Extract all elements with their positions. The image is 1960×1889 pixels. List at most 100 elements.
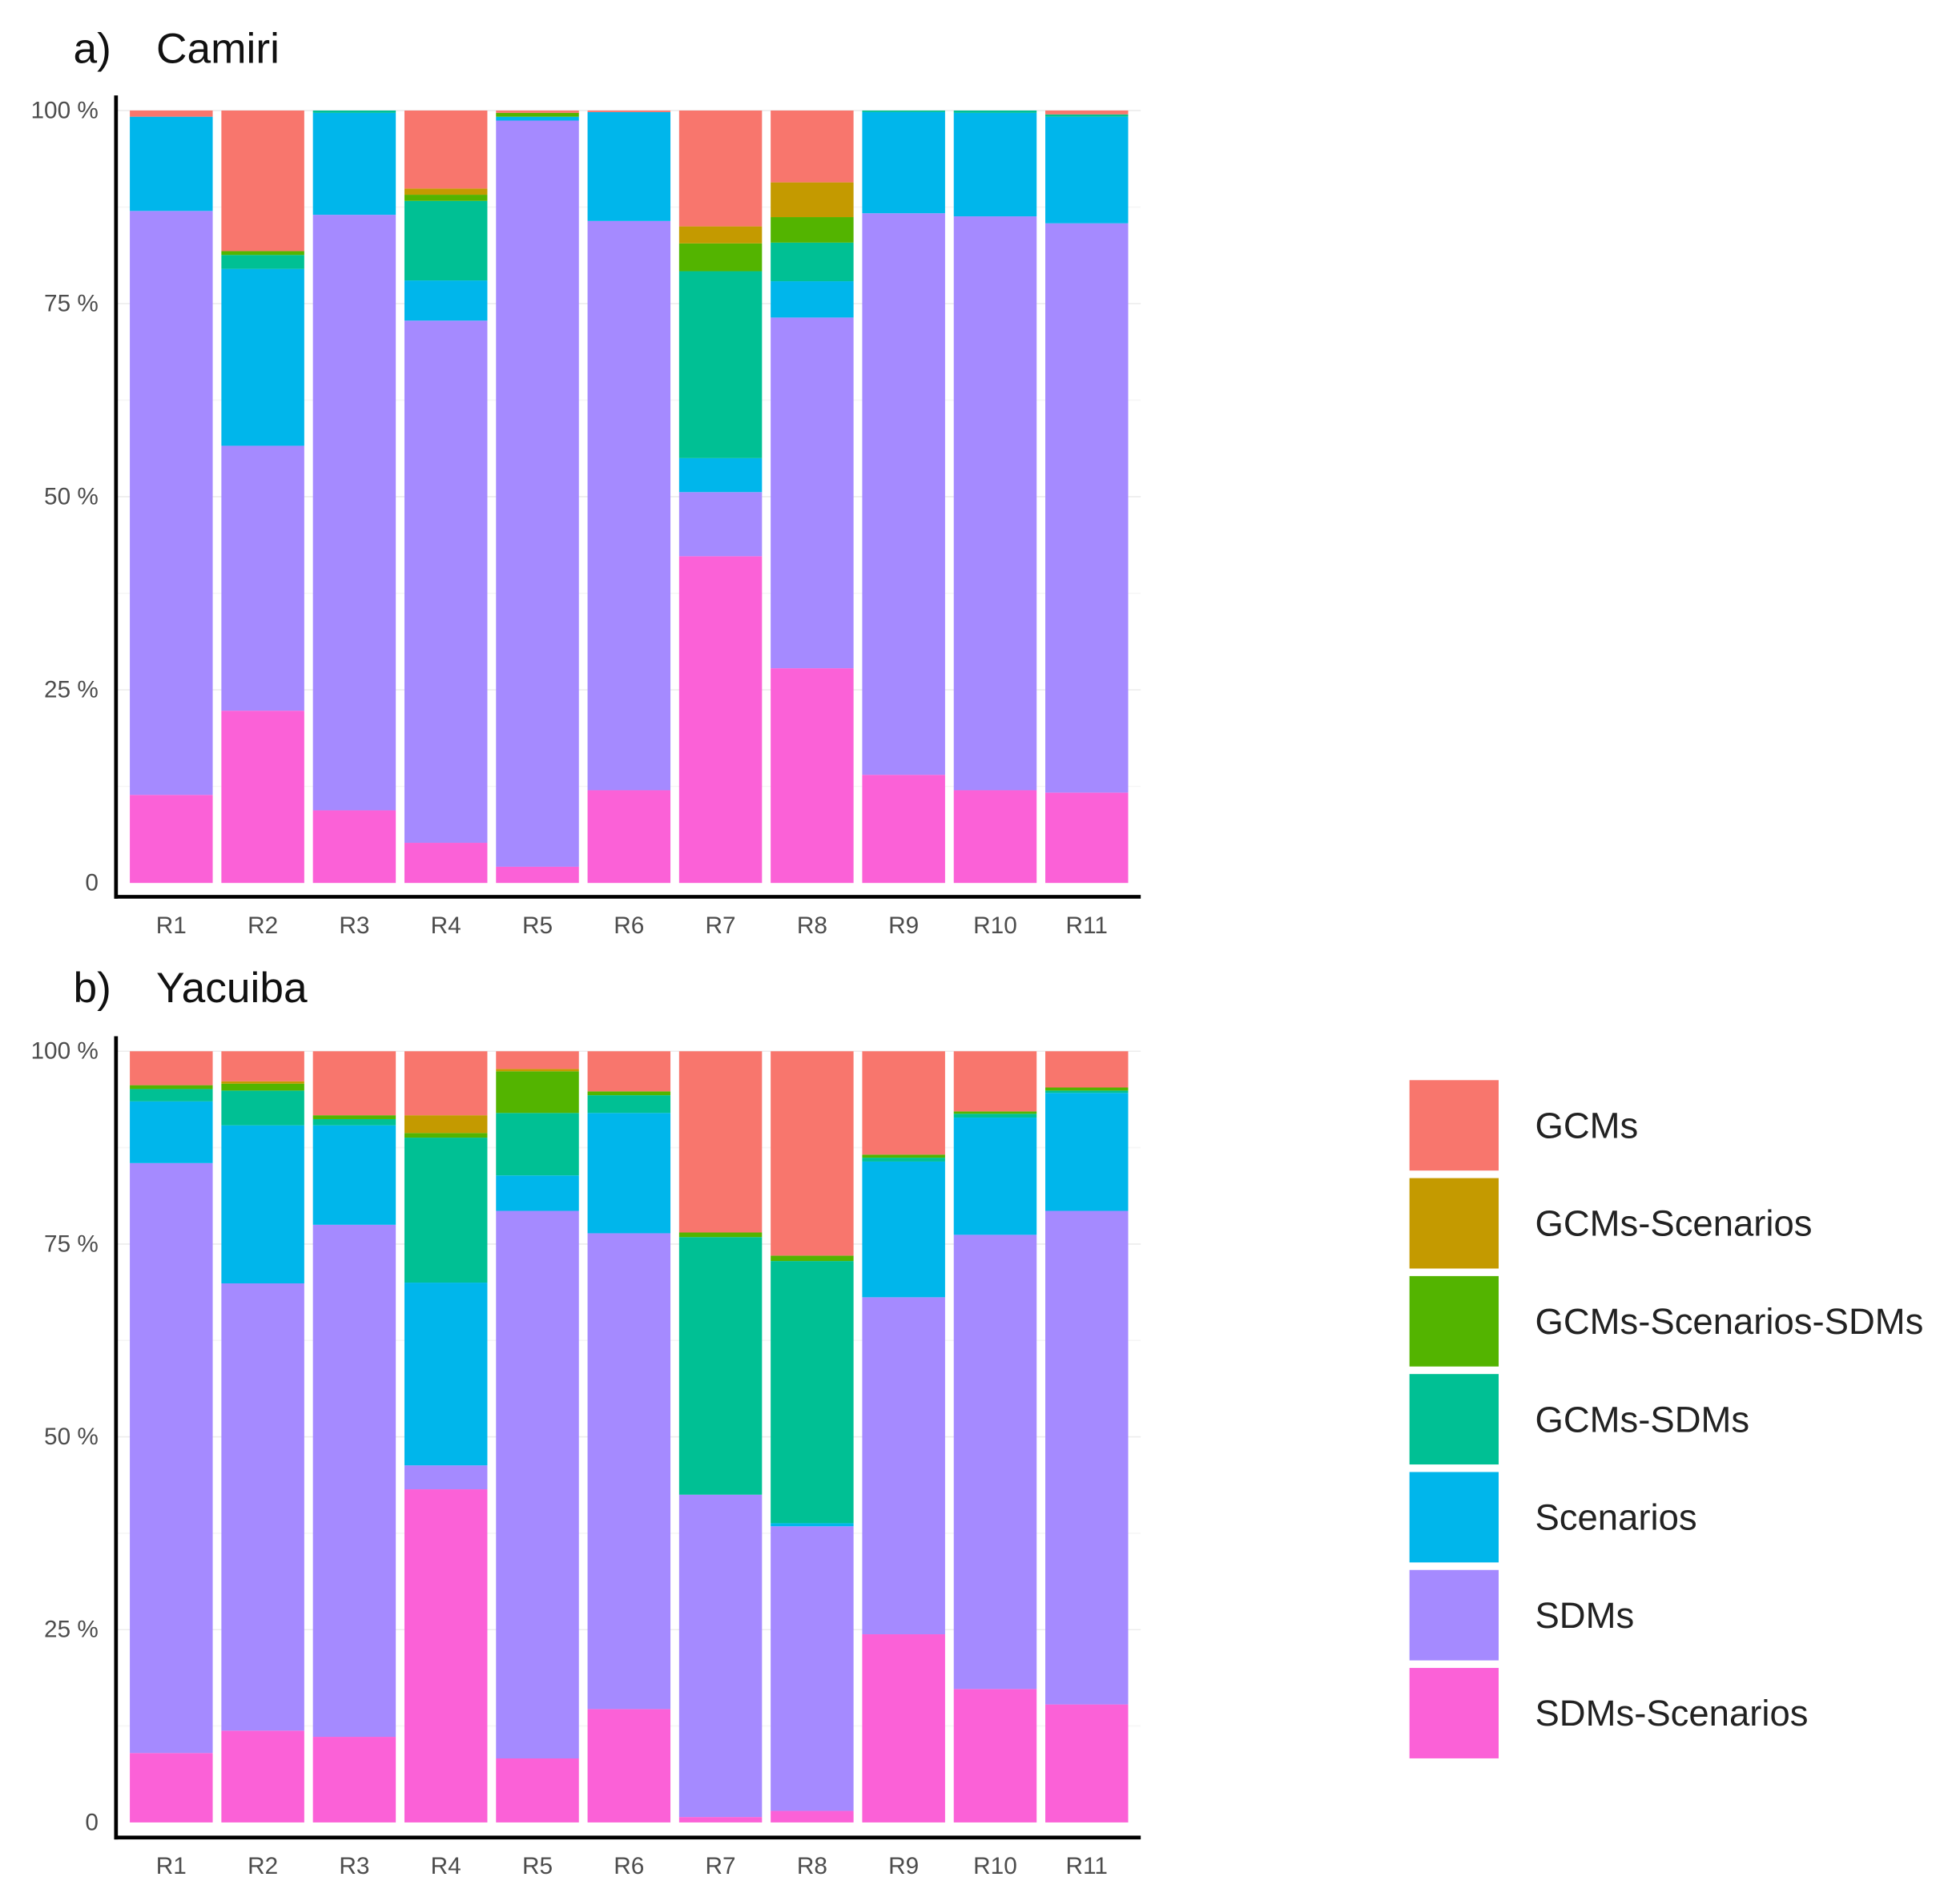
- bar-segment-sdms-scenarios: [862, 1634, 945, 1823]
- x-tick-label: R9: [888, 1853, 919, 1879]
- bar-segment-scenarios: [771, 281, 854, 318]
- bar-segment-scenarios: [221, 268, 304, 446]
- bar-segment-gcms-sdms: [953, 1114, 1037, 1118]
- bar-segment-gcms: [771, 1051, 854, 1256]
- bar-segment-gcms-sdms: [404, 200, 488, 281]
- bar-segment-gcms-scenarios-sdms: [312, 1115, 396, 1119]
- legend-label: GCMs-Scenarios: [1535, 1203, 1812, 1244]
- bar-segment-sdms-scenarios: [130, 1753, 213, 1823]
- bar-segment-gcms: [678, 1051, 763, 1233]
- bar-segment-gcms-scenarios-sdms: [862, 1154, 945, 1158]
- y-tick-label: 100 %: [30, 97, 98, 123]
- bar-segment-sdms: [312, 215, 396, 811]
- bar-segment-gcms-scenarios-sdms: [678, 1232, 763, 1238]
- bar-segment-scenarios: [404, 1283, 488, 1466]
- bar-segment-scenarios: [130, 1101, 213, 1163]
- legend-swatch: [1409, 1080, 1499, 1171]
- x-tick-label: R5: [522, 1853, 553, 1879]
- bar-segment-sdms: [587, 1233, 671, 1710]
- panel-camiri: a) Camiri 0 25 % 50 % 75 % 100 % R1 R2 R3 R4 R5 R6 R7…: [30, 25, 1141, 939]
- x-tick-label: R10: [973, 912, 1017, 939]
- bar-segment-gcms-scenarios-sdms: [1045, 1087, 1129, 1091]
- bar-segment-gcms-scenarios-sdms: [587, 1091, 671, 1096]
- bar-segment-sdms-scenarios: [404, 1489, 488, 1823]
- bar-segment-gcms: [862, 1051, 945, 1155]
- legend-label: SDMs: [1535, 1595, 1634, 1636]
- bar-segment-scenarios: [130, 116, 213, 211]
- bar-segment-gcms-scenarios-sdms: [404, 195, 488, 201]
- bar-segment-scenarios: [1045, 116, 1129, 224]
- bar-segment-gcms-scenarios-sdms: [221, 1083, 304, 1091]
- bar-segment-sdms: [953, 1234, 1037, 1690]
- x-tick-label: R2: [248, 1853, 278, 1879]
- panel-label: b): [74, 965, 111, 1012]
- bar-segment-gcms: [678, 110, 763, 227]
- bar-segment-sdms-scenarios: [496, 1758, 579, 1823]
- legend-swatch: [1409, 1178, 1499, 1269]
- bar-segment-gcms-scenarios-sdms: [678, 243, 763, 272]
- bar-segment-gcms: [771, 110, 854, 183]
- bar-segment-gcms-scenarios-sdms: [404, 1133, 488, 1138]
- y-tick-label: 0: [85, 1809, 99, 1835]
- legend-label: SDMs-Scenarios: [1535, 1693, 1808, 1734]
- bar-segment-scenarios: [587, 1113, 671, 1234]
- bar-segment-sdms-scenarios: [862, 775, 945, 884]
- bar-segment-sdms-scenarios: [953, 1689, 1037, 1823]
- bar-segment-gcms-sdms: [1045, 114, 1129, 117]
- bar-segment-sdms: [404, 320, 488, 844]
- bar-segment-gcms: [130, 1051, 213, 1085]
- bar-segment-sdms-scenarios: [312, 1737, 396, 1823]
- bar-segment-gcms-sdms: [130, 1089, 213, 1102]
- bar-segment-gcms: [404, 110, 488, 189]
- legend: GCMs GCMs-Scenarios GCMs-Scenarios-SDMs GCM…: [1409, 1080, 1923, 1758]
- bar-segment-gcms: [1045, 110, 1129, 115]
- y-tick-label: 25 %: [44, 1617, 99, 1643]
- bar-segment-sdms: [130, 1162, 213, 1754]
- x-tick-label: R7: [706, 912, 736, 939]
- bar-segment-sdms-scenarios: [953, 790, 1037, 884]
- bar-segment-gcms-sdms: [771, 242, 854, 282]
- bar-segment-sdms: [953, 216, 1037, 791]
- y-tick-label: 100 %: [30, 1038, 98, 1065]
- bar-segment-gcms: [404, 1051, 488, 1116]
- y-tick-label: 50 %: [44, 483, 99, 510]
- x-tick-label: R5: [522, 912, 553, 939]
- bar-segment-sdms: [587, 220, 671, 791]
- bar-segment-sdms: [862, 1297, 945, 1635]
- bar-segment-sdms: [496, 120, 579, 867]
- bar-segment-gcms-scenarios-sdms: [953, 1111, 1037, 1114]
- bar-segment-gcms-sdms: [221, 1090, 304, 1126]
- legend-swatch: [1409, 1275, 1499, 1367]
- legend-label: GCMs-Scenarios-SDMs: [1535, 1301, 1923, 1342]
- bar-segment-gcms-scenarios: [404, 1115, 488, 1134]
- x-tick-label: R2: [248, 912, 278, 939]
- bar-segment-gcms-sdms: [312, 1118, 396, 1126]
- bar-segment-sdms-scenarios: [1045, 792, 1129, 884]
- bar-segment-gcms-scenarios: [496, 1069, 579, 1072]
- bar-segment-gcms-scenarios-sdms: [496, 1071, 579, 1114]
- bar-segment-sdms-scenarios: [221, 711, 304, 884]
- bar-segment-gcms-sdms: [312, 110, 396, 113]
- bar-segment-sdms-scenarios: [587, 790, 671, 884]
- bar-segment-sdms-scenarios: [678, 1817, 763, 1823]
- x-tick-label: R1: [156, 1853, 187, 1879]
- bar-segment-sdms: [862, 213, 945, 775]
- bar-segment-gcms-sdms: [953, 110, 1037, 113]
- y-tick-label: 75 %: [44, 290, 99, 316]
- y-tick-label: 25 %: [44, 677, 99, 703]
- bar-segment-sdms: [771, 1526, 854, 1811]
- bar-segment-scenarios: [312, 1125, 396, 1225]
- legend-label: Scenarios: [1535, 1497, 1696, 1538]
- x-tick-label: R6: [614, 1853, 644, 1879]
- bar-segment-sdms: [404, 1465, 488, 1490]
- bar-segment-gcms-sdms: [404, 1138, 488, 1283]
- x-tick-label: R3: [339, 912, 369, 939]
- bar-segment-scenarios: [862, 111, 945, 214]
- bar-segment-scenarios: [678, 457, 763, 493]
- x-tick-label: R7: [706, 1853, 736, 1879]
- bar-segment-gcms-sdms: [678, 1237, 763, 1495]
- x-tick-label: R4: [431, 912, 461, 939]
- bar-segment-sdms-scenarios: [678, 556, 763, 884]
- panel-label: a): [74, 25, 111, 72]
